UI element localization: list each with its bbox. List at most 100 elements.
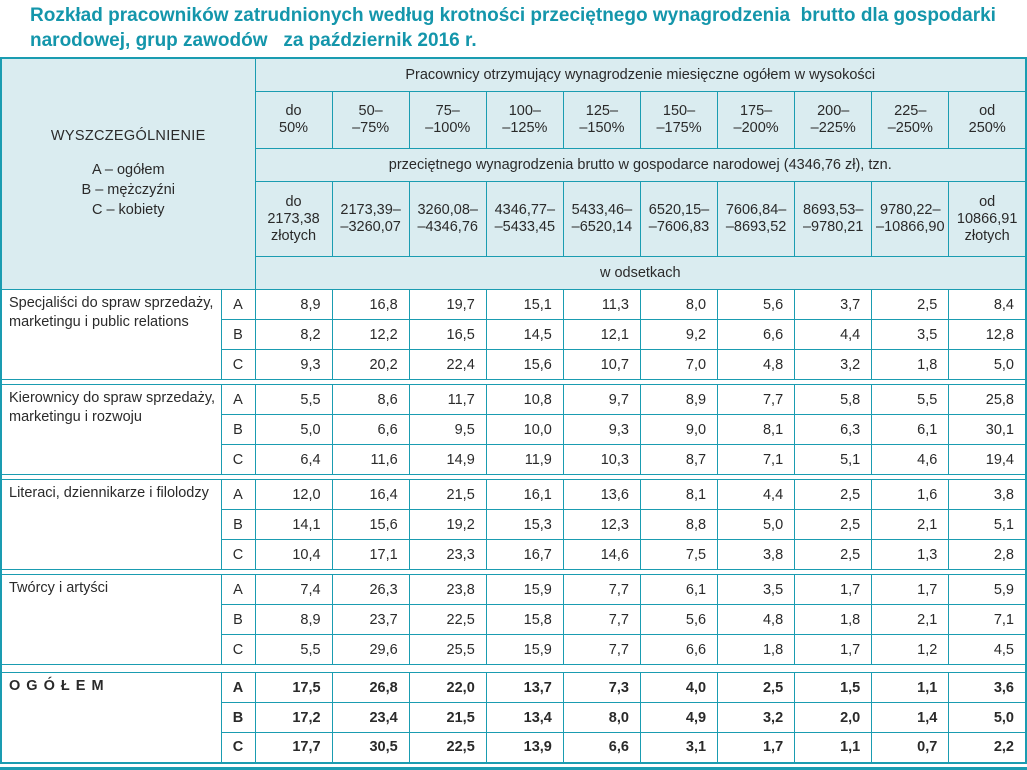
table-row: C 10,4 17,1 23,3 16,7 14,6 7,5 3,8 2,5 1,3 2,8 xyxy=(1,539,1027,570)
value-cell: 22,4 xyxy=(408,349,487,380)
value-cell: 8,1 xyxy=(639,479,719,510)
value-cell: 3,8 xyxy=(717,539,796,570)
value-cell: 1,6 xyxy=(871,479,950,510)
value-cell: 4,8 xyxy=(717,604,796,635)
value-cell: 21,5 xyxy=(408,479,487,510)
value-cell: 7,7 xyxy=(562,634,641,665)
value-cell: 5,6 xyxy=(639,604,719,635)
value-cell: 10,7 xyxy=(562,349,641,380)
table-row: C 17,7 30,5 22,5 13,9 6,6 3,1 1,7 1,1 0,7 2,2 xyxy=(1,732,1027,763)
zloty-range-header: 2173,39– –3260,07 xyxy=(331,181,410,257)
value-cell: 8,0 xyxy=(562,702,641,733)
row-label: C xyxy=(220,349,256,380)
row-label: B xyxy=(220,509,256,540)
value-cell: 14,1 xyxy=(254,509,333,540)
value-cell: 2,5 xyxy=(871,289,950,320)
table-body: Specjaliści do spraw sprzedaży, marketin… xyxy=(0,289,1027,673)
percent-range-header: 200– –225% xyxy=(794,91,873,149)
value-cell: 1,3 xyxy=(871,539,950,570)
value-cell: 23,3 xyxy=(408,539,487,570)
value-cell: 23,4 xyxy=(331,702,410,733)
value-cell: 20,2 xyxy=(331,349,410,380)
value-cell: 3,5 xyxy=(717,574,796,605)
table-row: C 5,5 29,6 25,5 15,9 7,7 6,6 1,8 1,7 1,2 4,5 xyxy=(1,634,1027,665)
value-cell: 21,5 xyxy=(408,702,487,733)
value-cell: 1,8 xyxy=(871,349,950,380)
value-cell: 8,1 xyxy=(717,414,796,445)
value-cell: 9,3 xyxy=(562,414,641,445)
value-cell: 7,0 xyxy=(639,349,719,380)
value-cell: 2,0 xyxy=(794,702,873,733)
occupation-group-name: Specjaliści do spraw sprzedaży, marketin… xyxy=(0,289,222,380)
value-cell: 16,5 xyxy=(408,319,487,350)
value-cell: 6,3 xyxy=(794,414,873,445)
value-cell: 1,8 xyxy=(717,634,796,665)
value-cell: 25,8 xyxy=(948,384,1027,415)
table-row: B 5,0 6,6 9,5 10,0 9,3 9,0 8,1 6,3 6,1 30,1 xyxy=(1,414,1027,445)
value-cell: 1,7 xyxy=(794,634,873,665)
row-label: C xyxy=(220,634,256,665)
value-cell: 2,8 xyxy=(948,539,1027,570)
table-row: C 6,4 11,6 14,9 11,9 10,3 8,7 7,1 5,1 4,6 19,4 xyxy=(1,444,1027,475)
value-cell: 7,5 xyxy=(639,539,719,570)
value-cell: 8,8 xyxy=(639,509,719,540)
value-cell: 5,6 xyxy=(717,289,796,320)
value-cell: 12,2 xyxy=(331,319,410,350)
value-cell: 4,0 xyxy=(639,672,719,703)
value-cell: 16,8 xyxy=(331,289,410,320)
value-cell: 7,7 xyxy=(562,604,641,635)
value-cell: 16,4 xyxy=(331,479,410,510)
value-cell: 3,5 xyxy=(871,319,950,350)
value-cell: 13,9 xyxy=(485,732,564,763)
value-cell: 1,1 xyxy=(794,732,873,763)
value-cell: 1,1 xyxy=(871,672,950,703)
table-row: Kierownicy do spraw sprzedaży, marketing… xyxy=(0,384,1027,475)
row-label: A xyxy=(220,574,256,605)
zloty-range-header: 6520,15– –7606,83 xyxy=(639,181,719,257)
value-cell: 15,6 xyxy=(331,509,410,540)
row-label: A xyxy=(220,672,256,703)
value-cell: 13,6 xyxy=(562,479,641,510)
page-title: Rozkład pracowników zatrudnionych według… xyxy=(30,5,1002,51)
value-cell: 17,2 xyxy=(254,702,333,733)
value-cell: 5,5 xyxy=(254,384,333,415)
total-row-name: O G Ó Ł E M xyxy=(0,672,222,763)
value-cell: 23,8 xyxy=(408,574,487,605)
row-label: C xyxy=(220,732,256,763)
value-cell: 1,7 xyxy=(717,732,796,763)
value-cell: 30,1 xyxy=(948,414,1027,445)
value-cell: 16,7 xyxy=(485,539,564,570)
table-row: O G Ó Ł E M A 17,5 26,8 22,0 13,7 7,3 4,0 2,5 1,5… xyxy=(0,672,1027,763)
table-row: Specjaliści do spraw sprzedaży, marketin… xyxy=(0,289,1027,380)
value-cell: 6,6 xyxy=(639,634,719,665)
value-cell: 15,9 xyxy=(485,634,564,665)
value-cell: 11,9 xyxy=(485,444,564,475)
value-cell: 17,5 xyxy=(254,672,333,703)
value-cell: 9,3 xyxy=(254,349,333,380)
row-label: B xyxy=(220,604,256,635)
value-cell: 8,7 xyxy=(639,444,719,475)
value-cell: 22,5 xyxy=(408,732,487,763)
value-cell: 8,9 xyxy=(254,604,333,635)
value-cell: 9,2 xyxy=(639,319,719,350)
value-cell: 5,0 xyxy=(948,702,1027,733)
value-cell: 22,0 xyxy=(408,672,487,703)
value-cell: 6,4 xyxy=(254,444,333,475)
value-cell: 7,1 xyxy=(717,444,796,475)
value-cell: 1,7 xyxy=(871,574,950,605)
value-cell: 5,5 xyxy=(871,384,950,415)
table-header: WYSZCZEGÓLNIENIE A – ogółem B – mężczyźn… xyxy=(0,57,1027,290)
value-cell: 3,6 xyxy=(948,672,1027,703)
value-cell: 2,5 xyxy=(794,479,873,510)
value-cell: 1,5 xyxy=(794,672,873,703)
value-cell: 12,0 xyxy=(254,479,333,510)
occupation-group-name: Twórcy i artyści xyxy=(0,574,222,665)
value-cell: 30,5 xyxy=(331,732,410,763)
value-cell: 1,4 xyxy=(871,702,950,733)
table-row: Literaci, dziennikarze i filolodzy A 12,0 1… xyxy=(0,479,1027,570)
value-cell: 6,6 xyxy=(562,732,641,763)
value-cell: 8,0 xyxy=(639,289,719,320)
table-row: C 9,3 20,2 22,4 15,6 10,7 7,0 4,8 3,2 1,8 5,0 xyxy=(1,349,1027,380)
value-cell: 15,6 xyxy=(485,349,564,380)
zloty-range-row: do 2173,38 złotych 2173,39– –3260,07 3260,… xyxy=(1,181,1027,257)
